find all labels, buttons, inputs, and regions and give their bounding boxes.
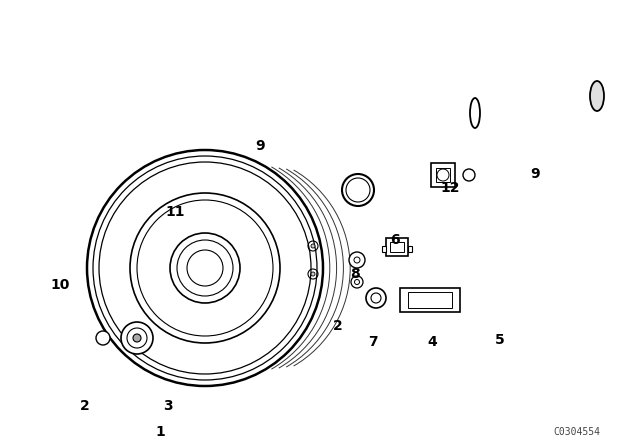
Text: 2: 2 [80, 399, 90, 413]
Bar [382, 246, 386, 252]
Circle shape [342, 174, 374, 206]
Text: 6: 6 [390, 233, 400, 247]
Bar [436, 168, 450, 182]
Circle shape [133, 334, 141, 342]
Circle shape [349, 252, 365, 268]
Circle shape [311, 272, 315, 276]
Circle shape [366, 288, 386, 308]
Circle shape [87, 150, 323, 386]
Text: 8: 8 [350, 267, 360, 281]
Circle shape [463, 169, 475, 181]
Text: 1: 1 [155, 425, 165, 439]
Ellipse shape [590, 81, 604, 111]
Text: 4: 4 [427, 335, 437, 349]
Text: 10: 10 [51, 278, 70, 292]
Text: 7: 7 [368, 335, 378, 349]
Text: C0304554: C0304554 [553, 427, 600, 437]
Text: 2: 2 [333, 319, 343, 333]
Bar [390, 242, 404, 252]
Circle shape [121, 322, 153, 354]
Circle shape [311, 244, 315, 248]
Text: 5: 5 [495, 333, 505, 347]
Circle shape [130, 193, 280, 343]
Text: 11: 11 [165, 205, 185, 219]
Circle shape [96, 331, 110, 345]
Text: 9: 9 [255, 139, 265, 153]
Text: 9: 9 [530, 167, 540, 181]
Bar [408, 246, 412, 252]
Bar [386, 238, 408, 256]
Bar [400, 288, 460, 312]
Bar [408, 292, 452, 308]
Ellipse shape [470, 98, 480, 128]
Circle shape [170, 233, 240, 303]
Text: 3: 3 [163, 399, 173, 413]
Text: 12: 12 [440, 181, 460, 195]
Bar [431, 163, 455, 187]
